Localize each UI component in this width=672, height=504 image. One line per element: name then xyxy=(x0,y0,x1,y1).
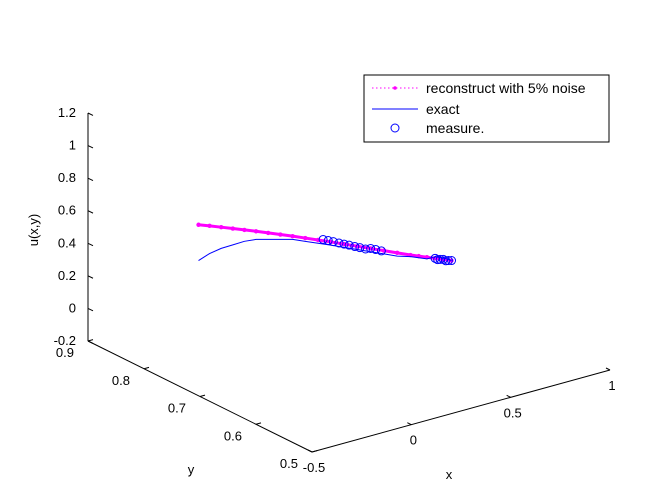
z-tick-label: 0.2 xyxy=(58,268,76,283)
z-tick-mark xyxy=(87,145,94,149)
x-axis-label: x xyxy=(446,467,453,482)
data-point-measure xyxy=(447,256,457,266)
x-tick-label: 0.5 xyxy=(504,405,522,420)
legend-marker-measure xyxy=(390,123,400,133)
z-tick-label: 0.8 xyxy=(58,170,76,185)
data-point-measure xyxy=(334,238,344,248)
x-axis-line xyxy=(311,369,611,453)
y-axis-label: y xyxy=(188,462,195,477)
data-point-reconstruct xyxy=(230,226,236,231)
x-tick-mark xyxy=(407,422,412,426)
x-tick-label: 1 xyxy=(608,378,615,393)
data-point-measure xyxy=(328,237,338,247)
x-tick-label: -0.5 xyxy=(303,460,325,475)
data-point-measure xyxy=(339,239,349,249)
data-point-reconstruct xyxy=(395,250,400,256)
data-point-reconstruct xyxy=(207,223,212,229)
data-point-measure xyxy=(350,242,360,252)
y-tick-label: 0.6 xyxy=(224,428,242,443)
z-tick-label: 0.4 xyxy=(58,235,76,250)
data-point-measure xyxy=(344,240,354,250)
z-tick-label: 1.2 xyxy=(58,105,76,120)
y-tick-mark xyxy=(199,394,206,397)
data-point-reconstruct xyxy=(278,232,283,237)
z-tick-label: 0.6 xyxy=(58,203,76,218)
z-axis-ticks: -0.2 0 0.2 0.4 0.6 0.8 1 1.2 xyxy=(54,105,94,348)
data-point-measure xyxy=(441,256,451,266)
data-point-reconstruct xyxy=(290,233,295,239)
x-tick-mark xyxy=(506,394,511,398)
x-tick-mark xyxy=(307,449,313,453)
data-point-reconstruct xyxy=(219,224,224,230)
x-axis-ticks: -0.5 0 0.5 1 xyxy=(303,367,616,475)
z-axis-label: u(x,y) xyxy=(26,214,41,247)
y-tick-mark xyxy=(255,422,262,425)
y-tick-label: 0.8 xyxy=(112,373,130,388)
z-tick-mark xyxy=(87,210,94,214)
data-point-measure xyxy=(443,256,453,266)
y-tick-mark xyxy=(311,450,318,453)
data-point-measure xyxy=(318,234,328,244)
y-tick-label: 0.5 xyxy=(280,456,298,471)
legend: reconstruct with 5% noise exact measure. xyxy=(363,74,610,143)
y-tick-label: 0.7 xyxy=(168,401,186,416)
z-tick-mark xyxy=(87,177,94,181)
data-point-reconstruct xyxy=(266,230,271,236)
data-point-measure xyxy=(323,236,333,246)
z-tick-label: -0.2 xyxy=(54,333,76,348)
z-tick-label: 1 xyxy=(69,138,76,153)
legend-label-measure: measure. xyxy=(426,120,484,136)
data-point-reconstruct xyxy=(196,222,201,227)
x-tick-mark xyxy=(605,367,611,371)
y-tick-mark xyxy=(143,366,150,370)
legend-marker-reconstruct xyxy=(393,86,397,90)
data-point-measure xyxy=(361,244,371,254)
z-tick-mark xyxy=(87,112,94,116)
z-tick-mark xyxy=(87,275,94,279)
data-point-measure xyxy=(371,245,381,255)
z-tick-mark xyxy=(87,242,94,247)
y-tick-mark xyxy=(87,339,94,342)
z-tick-mark xyxy=(87,307,94,312)
x-tick-label: 0 xyxy=(410,433,417,448)
data-point-measure xyxy=(366,243,376,253)
y-axis-ticks: 0.5 0.6 0.7 0.8 0.9 xyxy=(56,339,318,471)
legend-label-exact: exact xyxy=(426,101,460,117)
legend-label-reconstruct: reconstruct with 5% noise xyxy=(426,80,586,96)
data-point-reconstruct xyxy=(303,235,308,241)
data-point-measure xyxy=(376,246,386,256)
data-point-measure xyxy=(355,243,365,253)
plot-series xyxy=(196,222,457,266)
y-tick-label: 0.9 xyxy=(56,345,74,360)
z-tick-label: 0 xyxy=(69,300,76,315)
z-tick-mark xyxy=(87,340,94,344)
data-point-reconstruct xyxy=(253,229,259,234)
data-point-reconstruct xyxy=(242,227,247,233)
